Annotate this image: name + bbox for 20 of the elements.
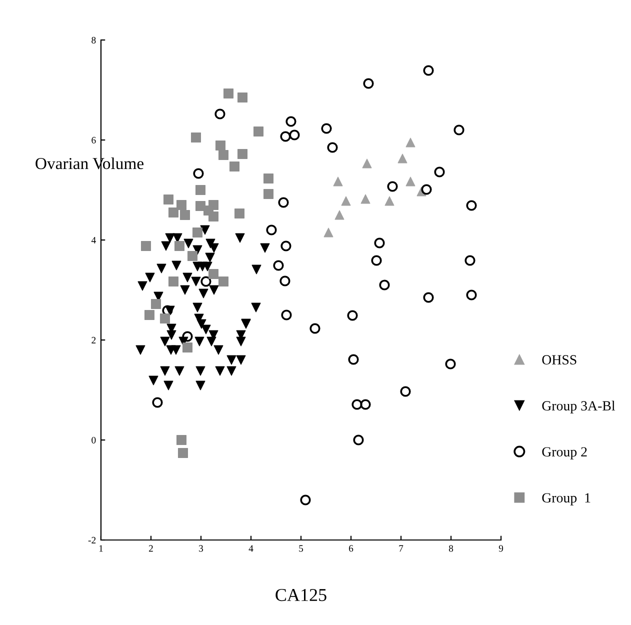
y-tick-label: 0 bbox=[92, 436, 96, 444]
x-tick-label: 7 bbox=[399, 545, 404, 552]
y-tick-label: 2 bbox=[92, 336, 96, 344]
x-tick-label: 2 bbox=[148, 545, 153, 552]
x-axis-title: CA125 bbox=[276, 588, 326, 602]
x-tick-label: 4 bbox=[248, 545, 254, 552]
legend-label: Group 3A-Bl bbox=[542, 400, 616, 414]
legend-label: OHSS bbox=[542, 355, 576, 364]
x-tick-label: 6 bbox=[348, 545, 354, 552]
y-tick-label: 8 bbox=[92, 36, 96, 44]
y-tick-label: 6 bbox=[92, 136, 96, 144]
legend-label: Group 2 bbox=[542, 447, 587, 460]
legend-label: Group 1 bbox=[542, 493, 590, 506]
x-tick-label: 3 bbox=[199, 545, 204, 552]
x-tick-label: 9 bbox=[498, 545, 504, 552]
y-tick-label: -2 bbox=[88, 536, 96, 544]
x-tick-label: 8 bbox=[448, 545, 454, 552]
x-tick-label: 1 bbox=[99, 545, 103, 552]
y-tick-label: 4 bbox=[91, 236, 96, 244]
x-tick-label: 5 bbox=[299, 545, 304, 552]
